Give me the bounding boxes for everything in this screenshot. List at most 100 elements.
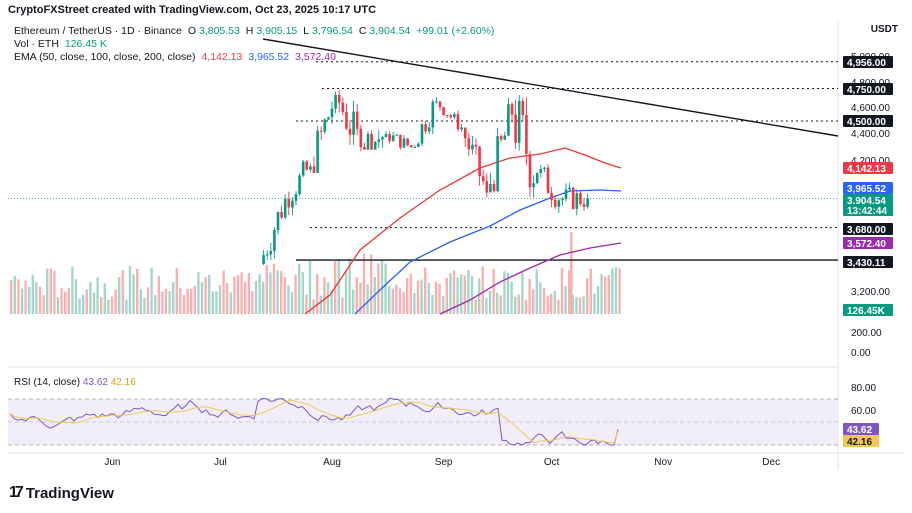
rsi-label-tag [843,435,879,447]
ema-label[interactable]: EMA (50, close, 100, close, 200, close) [14,51,196,63]
symbol-line: Ethereum / TetherUS · 1D · Binance O 3,80… [14,25,497,37]
volume-bar [208,274,211,314]
symbol-name[interactable]: Ethereum / TetherUS · 1D · Binance [14,25,182,37]
price-label-text: 13:42:44 [847,206,887,217]
volume-bar [542,288,546,314]
volume-label[interactable]: Vol · ETH [14,38,59,50]
volume-bar [395,284,398,314]
candle [323,119,327,132]
volume-bar [258,274,261,314]
price-tick: 4,400.00 [851,129,890,140]
candle [283,199,287,218]
price-label-text: 126.45K [847,306,886,317]
volume-bar [31,274,34,314]
volume-bar [218,285,222,314]
volume-bar [564,286,567,314]
volume-bar [146,287,150,314]
volume-bar [229,292,232,314]
candle [435,101,438,103]
currency-label[interactable]: USDT [870,24,898,35]
volume-bar [452,270,456,314]
volume-bar [359,282,362,314]
volume-bar [550,293,553,314]
volume-bar [416,280,420,314]
volume-bar [348,258,351,314]
volume-bar [499,295,502,314]
volume-bar [236,275,240,314]
candle [269,250,273,255]
volume-bar [56,297,60,314]
volume-bar [370,254,373,314]
candle [427,127,431,132]
volume-bar [503,271,506,314]
candle [359,128,363,147]
volume-bar [154,295,157,314]
price-label-text: 3,904.54 [847,196,886,207]
candle [543,167,546,169]
volume-bar [532,289,535,314]
tradingview-logo-icon: 17 [9,484,24,501]
time-tick: Jul [214,457,227,468]
tradingview-logo-text: TradingView [25,484,114,502]
candle [571,187,575,209]
price-label-tag [843,162,893,174]
rsi-series [9,397,619,446]
volume-bar [103,283,106,314]
rsi-ma-line [9,399,619,444]
volume-bar [611,268,614,314]
volume-bar [470,276,474,314]
volume-bar [179,288,182,314]
candle [388,134,391,141]
volume-bar [568,270,571,314]
candle [391,135,395,141]
rsi-label-tag [843,423,879,435]
volume-bar [172,281,175,314]
candle [280,212,283,218]
volume-bar [161,291,164,314]
candle [485,181,489,193]
volume-bar [78,298,81,314]
candle [406,138,409,146]
ema100-line [354,189,622,315]
time-axis[interactable]: Jun Jul Aug Sep Oct Nov Dec [104,457,780,468]
volume-bar [215,291,218,314]
volume-bar [82,294,85,314]
low-value: 3,796.54 [312,25,353,37]
volume-bar [406,277,409,314]
price-tick: 3,200.00 [851,287,890,298]
price-axis[interactable]: 5,000.004,800.004,600.004,400.004,200.00… [843,52,893,448]
candle [492,183,496,192]
candle [431,101,435,128]
volume-bar [596,285,600,314]
volume-bar [121,270,124,314]
time-tick: Nov [654,457,672,468]
candle [568,187,571,190]
volume-bar [521,272,524,314]
volume-bar [362,253,366,314]
volume-bar [539,282,542,314]
volume-bar [434,281,438,314]
rsi-label-text: 43.62 [847,425,872,436]
volume-bar [614,267,618,314]
volume-bar [10,280,13,314]
candle [334,95,337,109]
volume-bar [377,263,380,314]
price-label-tag [843,304,893,316]
volume-bar [323,277,326,314]
volume-bar [53,270,56,314]
candle [363,147,366,150]
candle [273,229,276,251]
rsi-label[interactable]: RSI (14, close) [14,377,81,388]
close-value: 3,904.54 [369,25,411,37]
price-label-tag [843,194,893,206]
candle [575,193,579,209]
volume-bar [445,277,448,314]
close-label: C [358,25,367,37]
volume-bar [240,272,243,314]
rsi-label-text: 42.16 [847,437,872,448]
volume-bar [200,282,204,314]
candle [276,212,280,230]
tradingview-logo[interactable]: 17 TradingView [9,484,114,502]
price-label-text: 3,430.11 [847,258,886,269]
